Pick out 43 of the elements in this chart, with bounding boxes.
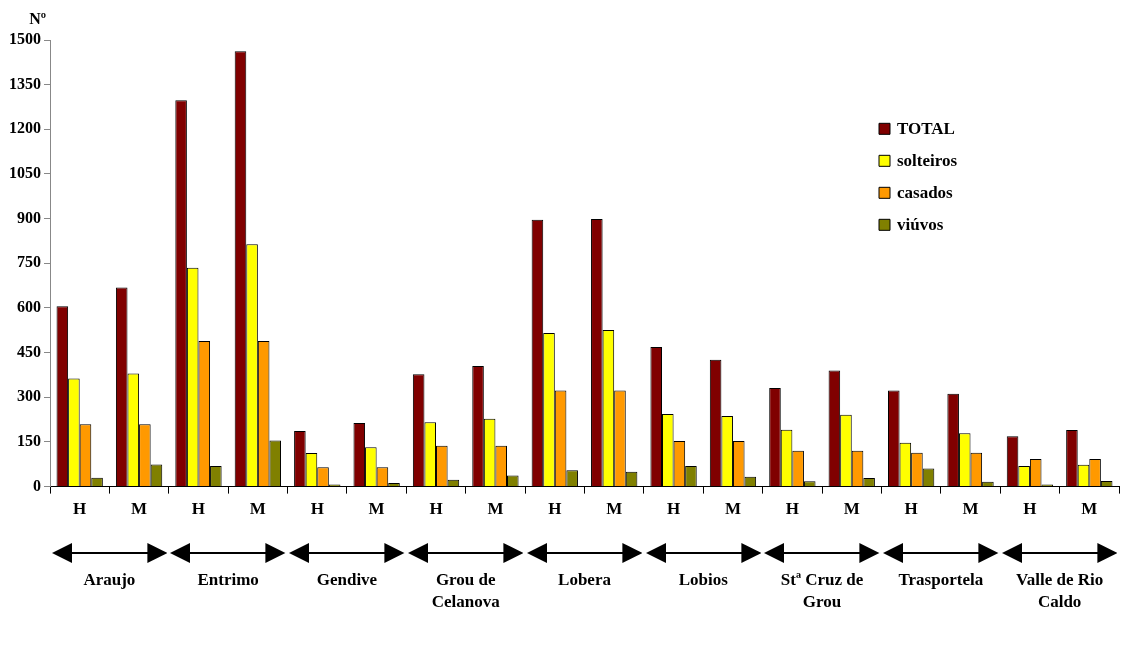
text: Araujo [82, 568, 137, 591]
text: Lobera [557, 568, 612, 591]
y-tick-label: 300 [17, 387, 41, 405]
x-tick-label: M [843, 499, 860, 519]
x-tick-label: M [606, 499, 623, 519]
x-tick-label: M [487, 499, 504, 519]
x-tick-label: M [962, 499, 979, 519]
legend-label: viúvos [897, 214, 944, 234]
x-tick-label: H [429, 499, 443, 519]
y-tick-label: 900 [17, 208, 41, 226]
x-tick-label: M [368, 499, 385, 519]
x-tick-label: H [73, 499, 87, 519]
legend-label: TOTAL [897, 118, 955, 138]
text: Trasportela [897, 568, 985, 591]
x-tick-label: M [131, 499, 148, 519]
y-tick-label: 600 [17, 298, 41, 316]
x-tick-label: H [904, 499, 918, 519]
y-tick-label: 1500 [9, 30, 41, 48]
text: Lobios [677, 568, 729, 591]
y-axis-title: Nº [29, 10, 46, 27]
y-tick-label: 1050 [9, 164, 41, 182]
x-tick-label: H [666, 499, 681, 519]
x-tick-label: H [1023, 499, 1037, 519]
x-tick-label: M [724, 499, 741, 519]
x-tick-label: M [249, 499, 266, 519]
y-tick-label: 750 [17, 253, 41, 271]
y-tick-label: 1350 [9, 74, 41, 92]
y-tick-label: 450 [17, 342, 41, 360]
legend-label: casados [897, 182, 954, 202]
x-tick-label: H [548, 499, 562, 519]
x-tick-label: H [310, 499, 324, 519]
text: Stª Cruz de Grou [779, 568, 865, 613]
x-tick-label: M [1081, 499, 1098, 519]
text: Valle de Rio Caldo [1015, 568, 1105, 613]
text: Entrimo [196, 568, 260, 591]
text: Grou de Celanova [430, 568, 501, 613]
y-tick-label: 1200 [9, 119, 41, 137]
legend-label: solteiros [897, 150, 958, 170]
y-tick-label: 0 [33, 476, 41, 494]
y-tick-label: 150 [17, 432, 41, 450]
text: Gendive [315, 568, 379, 591]
x-tick-label: H [191, 499, 206, 519]
x-tick-label: H [785, 499, 799, 519]
